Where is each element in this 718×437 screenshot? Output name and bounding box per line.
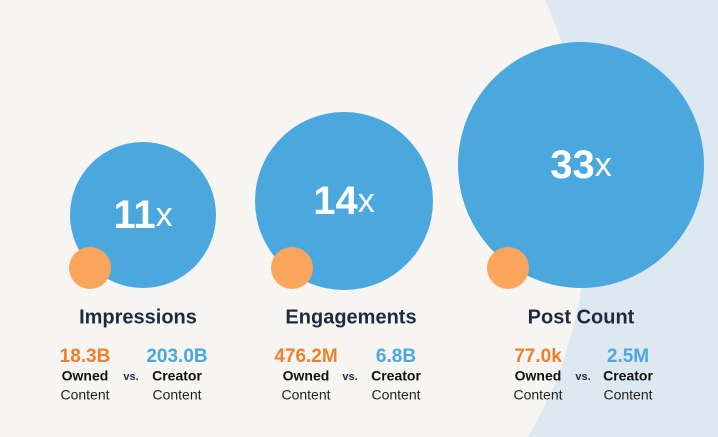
owned-sub: Content — [60, 387, 109, 403]
owned-value: 77.0k — [514, 346, 562, 367]
multiplier-number: 11 — [113, 193, 155, 237]
metric-label: Engagements — [285, 306, 416, 328]
owned-sub: Content — [513, 387, 562, 403]
owned-label: Owned — [283, 368, 330, 384]
creator-value: 203.0B — [146, 346, 207, 367]
stat-panel: 33x Post Count 77.0k vs. 2.5M Owned Content Cre… — [458, 42, 704, 403]
creator-sub: Content — [603, 387, 652, 403]
metric-label: Impressions — [79, 306, 197, 328]
multiplier: 33x — [550, 143, 612, 187]
multiplier-suffix: x — [156, 196, 173, 234]
owned-value: 476.2M — [274, 346, 337, 367]
multiplier-number: 14 — [313, 179, 358, 223]
vs-label: vs. — [575, 371, 590, 383]
owned-label: Owned — [62, 368, 109, 384]
vs-label: vs. — [123, 371, 138, 383]
owned-circle — [271, 247, 313, 289]
creator-circle — [458, 42, 704, 288]
metric-label: Post Count — [528, 306, 635, 328]
owned-label: Owned — [515, 368, 562, 384]
stat-panel: 14x Engagements 476.2M vs. 6.8B Owned Content C… — [255, 112, 433, 403]
owned-sub: Content — [281, 387, 330, 403]
creator-circle — [70, 142, 216, 288]
multiplier: 11x — [113, 193, 172, 237]
vs-label: vs. — [342, 371, 357, 383]
creator-label: Creator — [603, 368, 653, 384]
creator-label: Creator — [371, 368, 421, 384]
creator-sub: Content — [152, 387, 201, 403]
owned-circle — [487, 247, 529, 289]
multiplier-suffix: x — [358, 182, 375, 220]
multiplier: 14x — [313, 179, 375, 223]
owned-circle — [69, 247, 111, 289]
creator-value: 6.8B — [376, 346, 416, 367]
stat-panel: 11x Impressions 18.3B vs. 203.0B Owned Content… — [60, 142, 216, 403]
creator-circle — [255, 112, 433, 290]
creator-sub: Content — [371, 387, 420, 403]
creator-label: Creator — [152, 368, 202, 384]
multiplier-number: 33 — [550, 143, 595, 187]
creator-value: 2.5M — [607, 346, 649, 367]
multiplier-suffix: x — [595, 146, 612, 184]
owned-value: 18.3B — [60, 346, 111, 367]
